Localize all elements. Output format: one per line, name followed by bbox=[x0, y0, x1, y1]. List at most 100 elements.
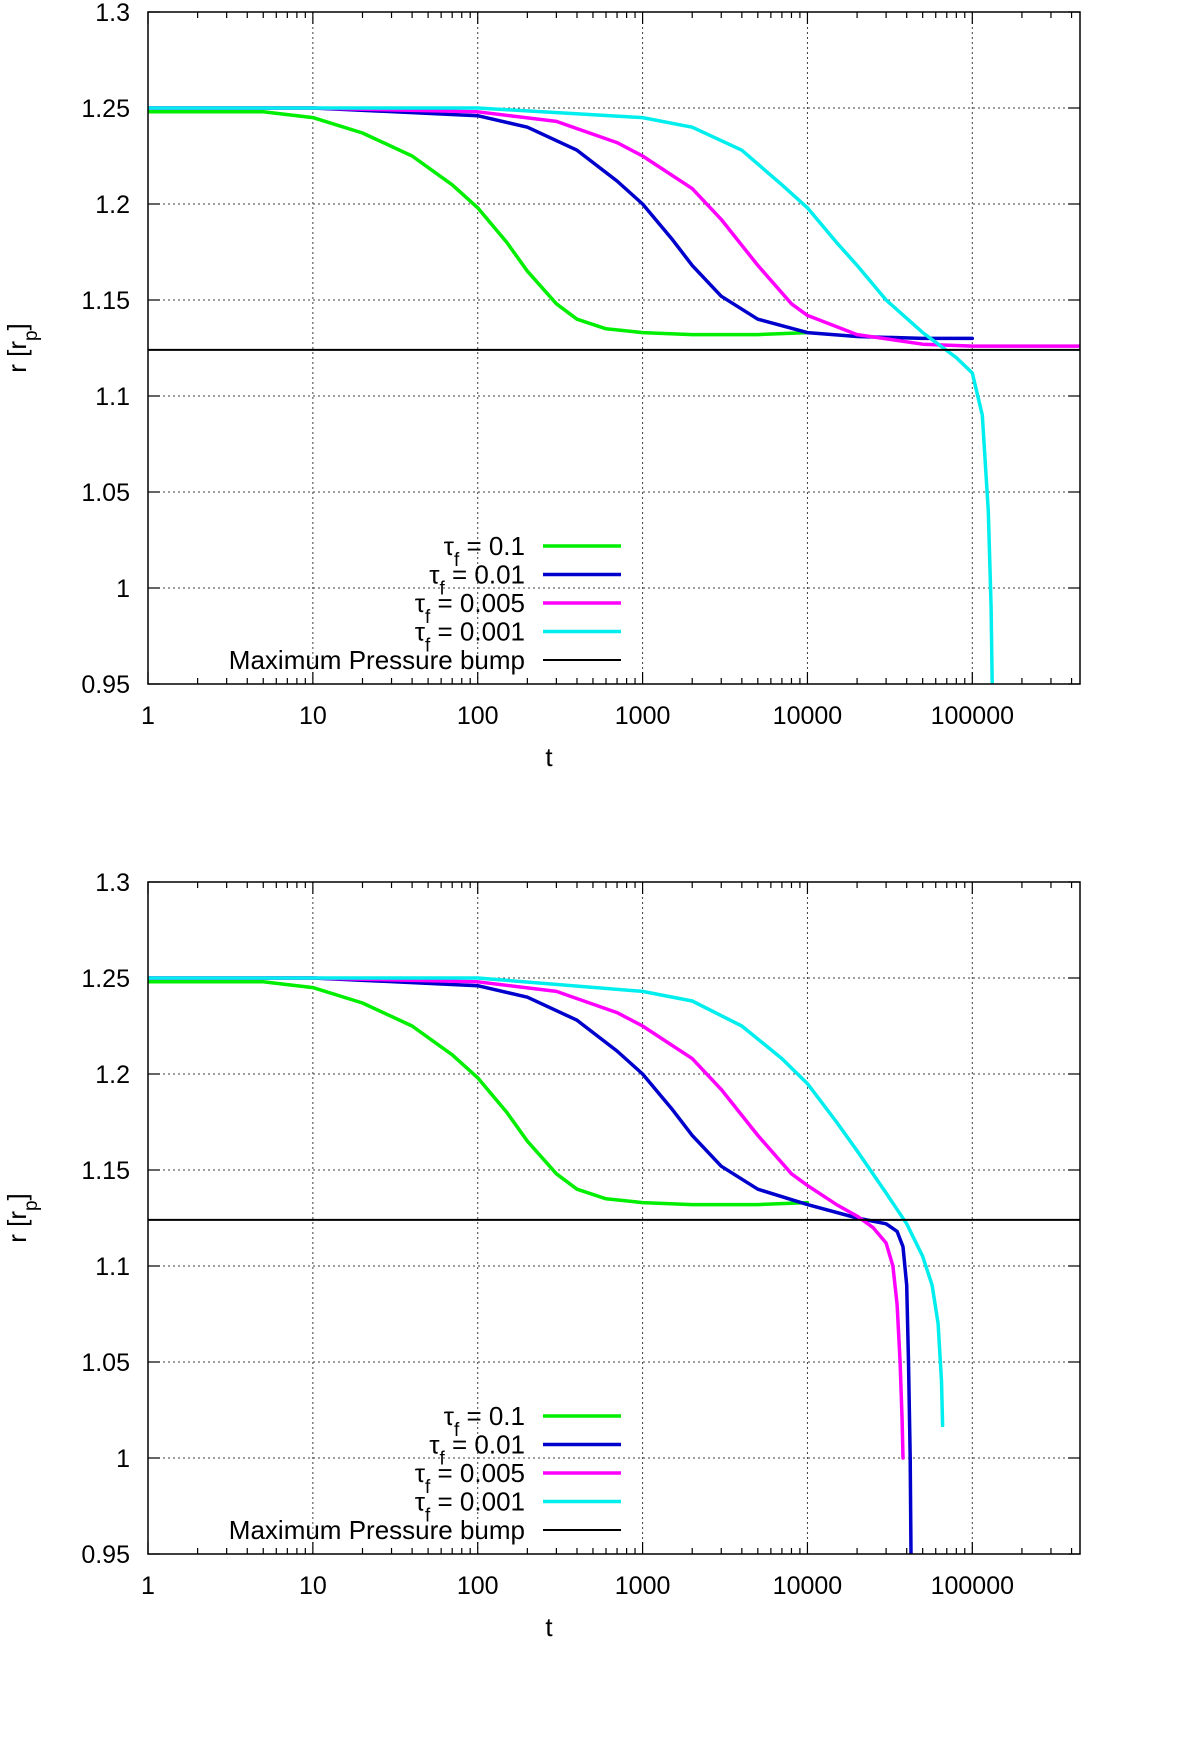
x-tick-label: 1000 bbox=[615, 702, 671, 730]
legend-value: = 0.005 bbox=[430, 588, 525, 618]
y-tick-label: 0.95 bbox=[81, 671, 130, 699]
legend-value: Maximum Pressure bump bbox=[229, 1515, 525, 1545]
series-line-tau-0 bbox=[148, 980, 810, 1207]
legend-value: = 0.001 bbox=[430, 1487, 525, 1517]
chart-panel-top: 1 10 100 1000 10000 100000 0.95 1 1.05 1.1 1.15 1.2… bbox=[2, 0, 1081, 772]
x-tick-label: 10 bbox=[299, 1572, 327, 1600]
series-line-tau-3 bbox=[148, 106, 994, 684]
y-tick-label: 1.3 bbox=[95, 870, 130, 897]
y-axis-title-main: r [r bbox=[2, 341, 32, 373]
chart-top: 1 10 100 1000 10000 100000 0.95 1 1.05 1.1 1.15 1.2… bbox=[2, 0, 1081, 772]
legend-value: = 0.01 bbox=[445, 1430, 525, 1460]
y-tick-label: 0.95 bbox=[81, 1541, 130, 1569]
x-tick-labels: 1 10 100 1000 10000 100000 bbox=[141, 702, 1014, 730]
legend-value: = 0.005 bbox=[430, 1458, 525, 1488]
grid-lines bbox=[148, 12, 1080, 684]
legend-symbol: τ bbox=[429, 560, 440, 590]
legend-subscript: f bbox=[425, 635, 431, 656]
series-lines bbox=[148, 976, 1080, 1554]
legend-subscript: f bbox=[439, 578, 445, 599]
chart-panel-bottom: 1 10 100 1000 10000 100000 0.95 1 1.05 1.1 1.15 1.2… bbox=[0, 870, 1200, 1740]
legend-label: τf = 0.1 bbox=[444, 531, 525, 571]
axis-ticks bbox=[147, 881, 1080, 1555]
legend-subscript: f bbox=[439, 1448, 445, 1469]
y-tick-labels: 0.95 1 1.05 1.1 1.15 1.2 1.25 1.3 bbox=[81, 0, 130, 699]
legend-label: τf = 0.005 bbox=[415, 1458, 525, 1498]
legend-label: τf = 0.001 bbox=[415, 1487, 525, 1527]
legend-value: = 0.01 bbox=[445, 560, 525, 590]
x-tick-label: 100 bbox=[457, 1572, 499, 1600]
plot-frame bbox=[147, 881, 1081, 1555]
series-line-tau-3 bbox=[148, 976, 945, 1428]
y-axis-title-close: ] bbox=[2, 1193, 32, 1200]
series-line-tau-2 bbox=[148, 106, 1080, 348]
series-line-tau-1 bbox=[148, 106, 975, 341]
y-tick-label: 1.25 bbox=[81, 965, 130, 993]
x-tick-label: 100 bbox=[457, 702, 499, 730]
grid-lines bbox=[148, 882, 1080, 1554]
chart-bottom: 1 10 100 1000 10000 100000 0.95 1 1.05 1.1 1.15 1.2… bbox=[2, 870, 1081, 1642]
y-axis-title: r [rp] bbox=[2, 323, 42, 373]
y-tick-label: 1.15 bbox=[81, 287, 130, 315]
legend-label: τf = 0.001 bbox=[415, 617, 525, 657]
y-axis-title-close: ] bbox=[2, 323, 32, 330]
y-tick-label: 1.25 bbox=[81, 95, 130, 123]
legend-subscript: f bbox=[425, 1505, 431, 1526]
legend-symbol: τ bbox=[415, 1487, 426, 1517]
y-axis-title-sub: p bbox=[21, 330, 42, 341]
legend-value: = 0.1 bbox=[459, 531, 525, 561]
y-tick-label: 1 bbox=[116, 575, 130, 603]
legend-label: Maximum Pressure bump bbox=[229, 645, 525, 675]
legend-symbol: τ bbox=[444, 1401, 455, 1431]
y-tick-label: 1.1 bbox=[95, 383, 130, 411]
legend-label: τf = 0.005 bbox=[415, 588, 525, 628]
legend-label: Maximum Pressure bump bbox=[229, 1515, 525, 1545]
x-tick-label: 1 bbox=[141, 1572, 155, 1600]
y-tick-label: 1.2 bbox=[95, 191, 130, 219]
y-tick-label: 1 bbox=[116, 1445, 130, 1473]
y-axis-title-sub: p bbox=[21, 1200, 42, 1211]
x-tick-label: 10 bbox=[299, 702, 327, 730]
legend-value: = 0.001 bbox=[430, 617, 525, 647]
series-line-tau-1 bbox=[148, 976, 913, 1554]
legend-symbol: τ bbox=[444, 531, 455, 561]
legend-symbol: τ bbox=[415, 1458, 426, 1488]
legend-label: τf = 0.1 bbox=[444, 1401, 525, 1441]
legend-subscript: f bbox=[454, 550, 460, 571]
y-tick-labels: 0.95 1 1.05 1.1 1.15 1.2 1.25 1.3 bbox=[81, 870, 130, 1569]
legend-subscript: f bbox=[425, 1477, 431, 1498]
x-tick-label: 1000 bbox=[615, 1572, 671, 1600]
legend-label: τf = 0.01 bbox=[429, 560, 525, 600]
legend-symbol: τ bbox=[415, 588, 426, 618]
x-axis-title: t bbox=[545, 742, 553, 772]
legend-value: Maximum Pressure bump bbox=[229, 645, 525, 675]
y-tick-label: 1.05 bbox=[81, 479, 130, 507]
legend-subscript: f bbox=[454, 1420, 460, 1441]
x-tick-label: 100000 bbox=[931, 702, 1014, 730]
y-tick-label: 1.05 bbox=[81, 1349, 130, 1377]
series-lines bbox=[148, 106, 1080, 684]
legend-symbol: τ bbox=[415, 617, 426, 647]
legend-label: τf = 0.01 bbox=[429, 1430, 525, 1470]
x-tick-label: 100000 bbox=[931, 1572, 1014, 1600]
y-tick-label: 1.3 bbox=[95, 0, 130, 27]
legend-value: = 0.1 bbox=[459, 1401, 525, 1431]
axis-ticks bbox=[147, 11, 1080, 685]
series-line-tau-0 bbox=[148, 110, 810, 337]
y-axis-title-main: r [r bbox=[2, 1211, 32, 1243]
x-axis-title: t bbox=[545, 1612, 553, 1642]
x-tick-label: 1 bbox=[141, 702, 155, 730]
plot-frame bbox=[147, 11, 1081, 685]
x-tick-labels: 1 10 100 1000 10000 100000 bbox=[141, 1572, 1014, 1600]
x-tick-label: 10000 bbox=[773, 1572, 843, 1600]
legend-symbol: τ bbox=[429, 1430, 440, 1460]
series-line-tau-2 bbox=[148, 976, 905, 1460]
y-tick-label: 1.1 bbox=[95, 1253, 130, 1281]
y-tick-label: 1.15 bbox=[81, 1157, 130, 1185]
x-tick-label: 10000 bbox=[773, 702, 843, 730]
y-axis-title: r [rp] bbox=[2, 1193, 42, 1243]
y-tick-label: 1.2 bbox=[95, 1061, 130, 1089]
legend-subscript: f bbox=[425, 607, 431, 628]
